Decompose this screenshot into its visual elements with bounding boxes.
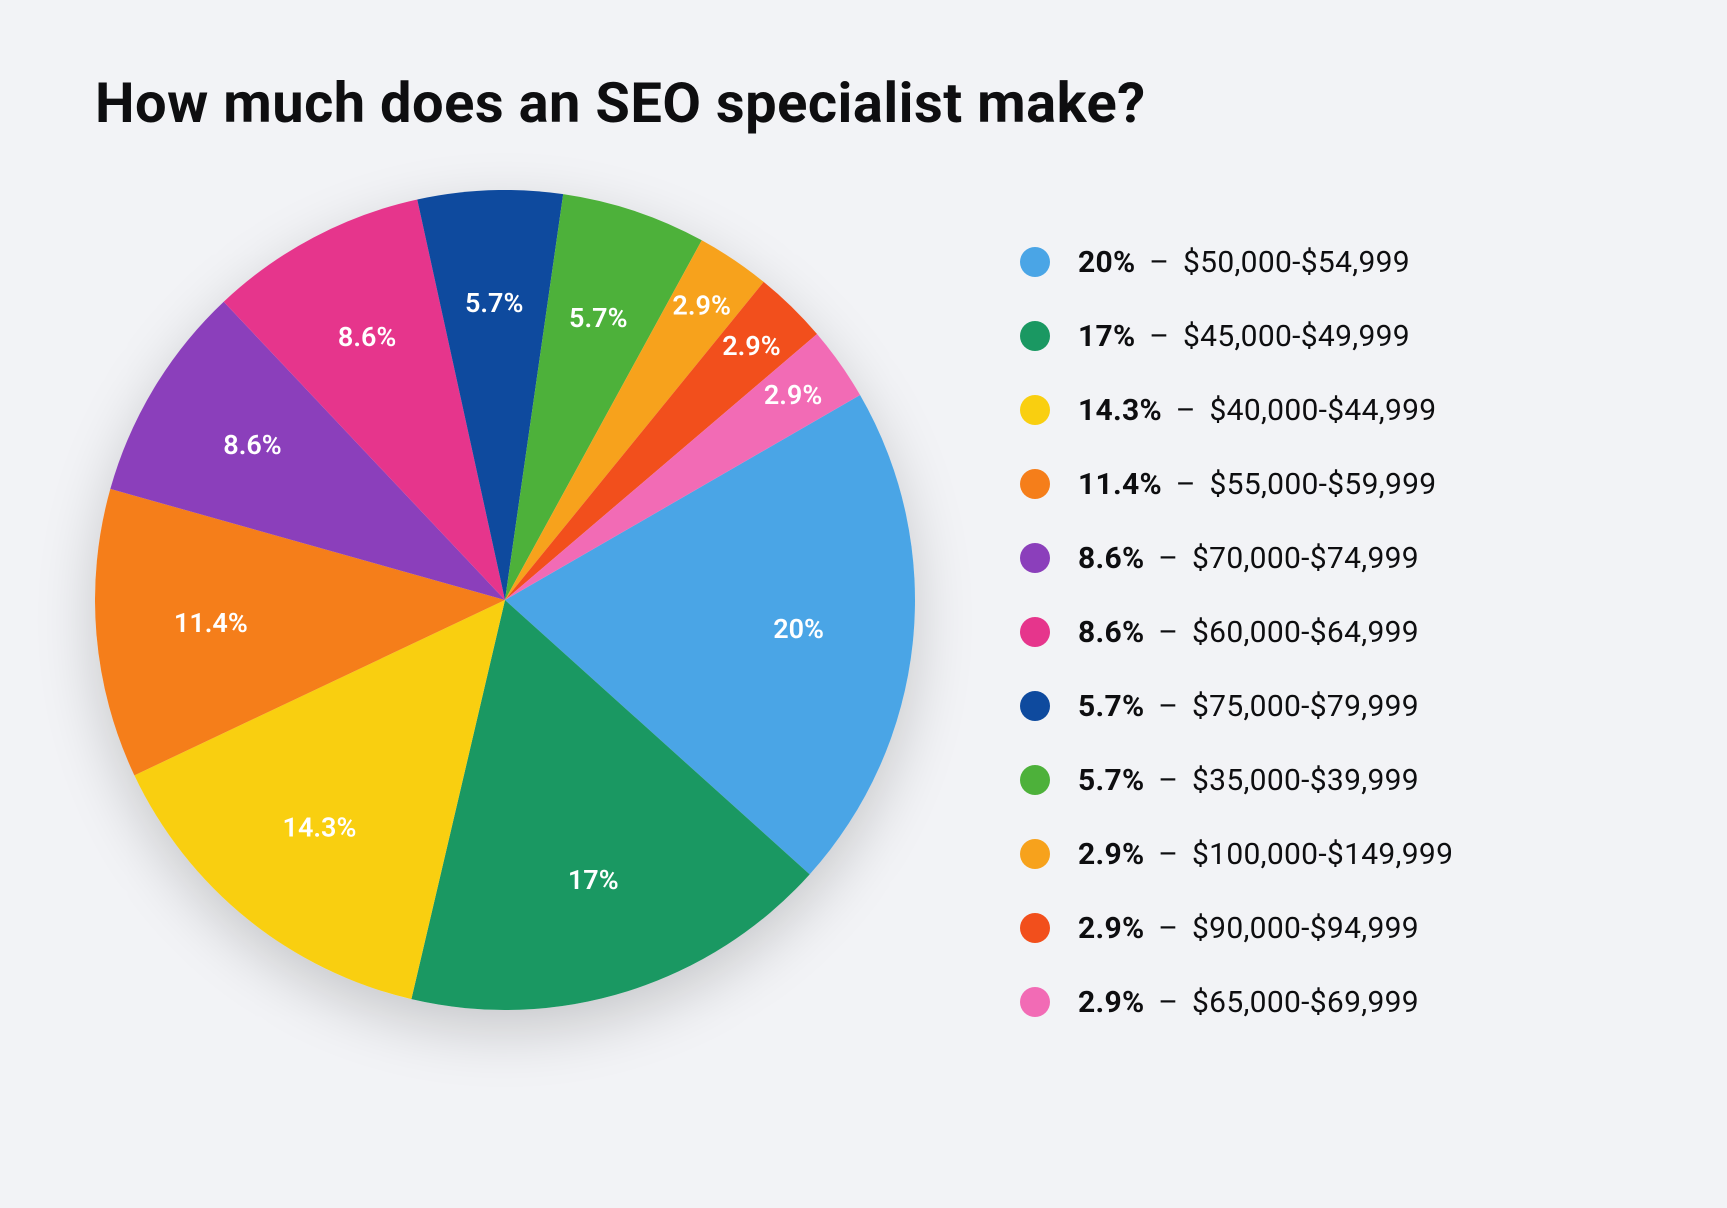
legend-row: 14.3% – $40,000-$44,999 (1020, 373, 1660, 447)
pie-slice-label: 2.9% (672, 289, 730, 321)
legend-pct: 20% (1078, 245, 1136, 280)
pie-slice-label: 20% (773, 613, 824, 645)
pie-slice-label: 2.9% (764, 379, 822, 411)
legend-row: 2.9% – $100,000-$149,999 (1020, 817, 1660, 891)
legend-pct: 11.4% (1078, 467, 1162, 502)
chart-container: How much does an SEO specialist make? 20… (0, 0, 1727, 1208)
legend-swatch (1020, 395, 1050, 425)
legend-text: 8.6% – $70,000-$74,999 (1078, 541, 1419, 576)
legend-dash: – (1145, 541, 1192, 576)
legend-range: $45,000-$49,999 (1183, 319, 1410, 354)
legend-row: 17% – $45,000-$49,999 (1020, 299, 1660, 373)
pie-svg: 20% 17% 14.3% 11.4% 8.6% 8.6% 5.7% 5.7% 2.9% 2.9%… (95, 190, 915, 1010)
legend-text: 14.3% – $40,000-$44,999 (1078, 393, 1436, 428)
legend-text: 2.9% – $100,000-$149,999 (1078, 837, 1453, 872)
pie-slice-label: 5.7% (569, 302, 627, 334)
legend-range: $35,000-$39,999 (1192, 763, 1419, 798)
legend-swatch (1020, 617, 1050, 647)
legend-dash: – (1145, 985, 1192, 1020)
legend-range: $40,000-$44,999 (1210, 393, 1437, 428)
legend-row: 2.9% – $90,000-$94,999 (1020, 891, 1660, 965)
legend-dash: – (1145, 763, 1192, 798)
legend-range: $60,000-$64,999 (1192, 615, 1419, 650)
pie-slice-label: 2.9% (722, 330, 780, 362)
legend-swatch (1020, 765, 1050, 795)
legend-text: 8.6% – $60,000-$64,999 (1078, 615, 1419, 650)
chart-title: How much does an SEO specialist make? (95, 70, 1146, 136)
legend-dash: – (1162, 467, 1209, 502)
legend-swatch (1020, 543, 1050, 573)
legend-pct: 5.7% (1078, 689, 1145, 724)
legend-row: 5.7% – $75,000-$79,999 (1020, 669, 1660, 743)
legend-pct: 2.9% (1078, 911, 1145, 946)
pie-slice-label: 8.6% (223, 429, 281, 461)
legend-text: 5.7% – $75,000-$79,999 (1078, 689, 1419, 724)
legend-dash: – (1145, 689, 1192, 724)
legend-range: $50,000-$54,999 (1183, 245, 1410, 280)
pie-slice-label: 17% (568, 864, 619, 896)
legend-text: 11.4% – $55,000-$59,999 (1078, 467, 1436, 502)
legend-pct: 8.6% (1078, 615, 1145, 650)
legend-dash: – (1136, 245, 1183, 280)
legend-swatch (1020, 469, 1050, 499)
pie-slice-label: 8.6% (338, 321, 396, 353)
legend-row: 8.6% – $60,000-$64,999 (1020, 595, 1660, 669)
legend-row: 2.9% – $65,000-$69,999 (1020, 965, 1660, 1039)
legend-row: 11.4% – $55,000-$59,999 (1020, 447, 1660, 521)
legend-pct: 8.6% (1078, 541, 1145, 576)
legend-pct: 2.9% (1078, 985, 1145, 1020)
legend-pct: 2.9% (1078, 837, 1145, 872)
pie-slice-label: 14.3% (283, 812, 357, 844)
legend-dash: – (1162, 393, 1209, 428)
legend-range: $90,000-$94,999 (1192, 911, 1419, 946)
legend-dash: – (1136, 319, 1183, 354)
legend-range: $100,000-$149,999 (1192, 837, 1453, 872)
legend-range: $55,000-$59,999 (1210, 467, 1437, 502)
legend-dash: – (1145, 837, 1192, 872)
legend-text: 5.7% – $35,000-$39,999 (1078, 763, 1419, 798)
legend-swatch (1020, 691, 1050, 721)
legend-range: $65,000-$69,999 (1192, 985, 1419, 1020)
pie-slice-label: 5.7% (465, 287, 523, 319)
legend-text: 2.9% – $65,000-$69,999 (1078, 985, 1419, 1020)
legend-text: 17% – $45,000-$49,999 (1078, 319, 1410, 354)
pie-chart: 20% 17% 14.3% 11.4% 8.6% 8.6% 5.7% 5.7% 2.9% 2.9%… (95, 190, 915, 1010)
legend-swatch (1020, 247, 1050, 277)
legend-row: 20% – $50,000-$54,999 (1020, 225, 1660, 299)
legend-swatch (1020, 913, 1050, 943)
legend-text: 2.9% – $90,000-$94,999 (1078, 911, 1419, 946)
legend-range: $75,000-$79,999 (1192, 689, 1419, 724)
legend-pct: 5.7% (1078, 763, 1145, 798)
legend-pct: 17% (1078, 319, 1136, 354)
legend-swatch (1020, 839, 1050, 869)
legend-swatch (1020, 321, 1050, 351)
legend-swatch (1020, 987, 1050, 1017)
legend: 20% – $50,000-$54,999 17% – $45,000-$49,9… (1020, 225, 1660, 1039)
pie-slice-label: 11.4% (174, 607, 248, 639)
legend-text: 20% – $50,000-$54,999 (1078, 245, 1410, 280)
legend-row: 5.7% – $35,000-$39,999 (1020, 743, 1660, 817)
legend-pct: 14.3% (1078, 393, 1162, 428)
legend-row: 8.6% – $70,000-$74,999 (1020, 521, 1660, 595)
legend-dash: – (1145, 911, 1192, 946)
legend-dash: – (1145, 615, 1192, 650)
legend-range: $70,000-$74,999 (1192, 541, 1419, 576)
